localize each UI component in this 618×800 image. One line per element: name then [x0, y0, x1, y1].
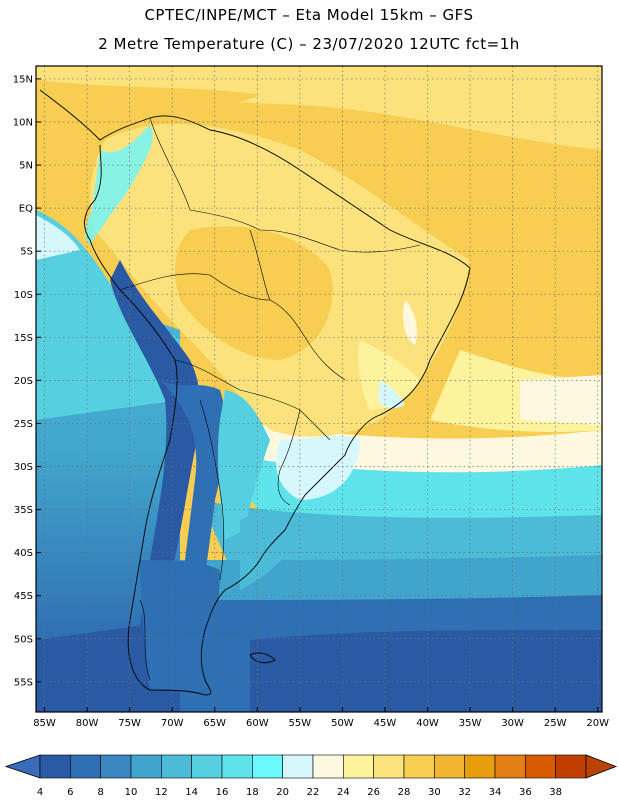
lon-label: 20W [586, 718, 609, 729]
colorbar-swatch [39, 754, 71, 779]
country-borders [119, 117, 421, 581]
map-title: CPTEC/INPE/MCT – Eta Model 15km – GFS [144, 6, 474, 24]
lon-label: 80W [76, 718, 99, 729]
colorbar-swatch [555, 754, 587, 779]
colorbar-label: 4 [37, 787, 43, 798]
colorbar-swatch [282, 754, 314, 779]
lon-label: 65W [203, 718, 226, 729]
map-subtitle: 2 Metre Temperature (C) – 23/07/2020 12U… [98, 35, 520, 53]
colorbar-label: 36 [519, 787, 532, 798]
lat-label: 55S [14, 677, 33, 688]
colorbar-over-arrow [585, 754, 618, 779]
colorbar-label: 30 [428, 787, 441, 798]
lat-lon-grid [36, 66, 602, 712]
lon-label: 85W [33, 718, 56, 729]
colorbar-swatch [100, 754, 132, 779]
colorbar-label: 24 [337, 787, 350, 798]
lat-label: 35S [14, 505, 33, 516]
lon-label: 70W [161, 718, 184, 729]
colorbar-label: 28 [398, 787, 411, 798]
colorbar-swatch [312, 754, 344, 779]
colorbar: 4 6 8 10 12 14 16 18 20 22 24 26 28 30 32 34 36 38 [4, 754, 618, 798]
latitude-labels: 15N 10N 5N EQ 5S 10S 15S 20S 25S 30S 35S 40S 45S 50S 5… [13, 74, 33, 688]
lon-label: 25W [544, 718, 567, 729]
lon-label: 35W [459, 718, 482, 729]
colorbar-swatch [191, 754, 223, 779]
lat-label: 25S [14, 419, 33, 430]
lon-label: 60W [246, 718, 269, 729]
lat-label: 5S [20, 247, 33, 258]
lat-label: 45S [14, 591, 33, 602]
lon-label: 50W [331, 718, 354, 729]
colorbar-swatch [161, 754, 192, 779]
colorbar-swatch [403, 754, 435, 779]
colorbar-label: 16 [216, 787, 229, 798]
colorbar-label: 6 [67, 787, 73, 798]
colorbar-swatch [494, 754, 526, 779]
colorbar-swatch [252, 754, 283, 779]
lon-label: 75W [118, 718, 141, 729]
colorbar-swatch [373, 754, 405, 779]
longitude-labels: 85W 80W 75W 70W 65W 60W 55W 50W 45W 40W 35W 30W 25W 2… [33, 718, 609, 729]
colorbar-label: 20 [276, 787, 289, 798]
colorbar-label: 10 [125, 787, 138, 798]
colorbar-label: 14 [185, 787, 198, 798]
lat-label: EQ [19, 204, 33, 215]
lat-label: 30S [14, 462, 33, 473]
lat-label: 5N [19, 161, 33, 172]
lat-label: 10S [14, 290, 33, 301]
lon-label: 45W [374, 718, 397, 729]
lat-label: 15N [13, 74, 33, 85]
colorbar-swatch [221, 754, 253, 779]
colorbar-label: 34 [489, 787, 502, 798]
colorbar-swatch [525, 754, 556, 779]
colorbar-label: 38 [549, 787, 562, 798]
temperature-field [36, 66, 602, 712]
map-frame [35, 65, 603, 713]
colorbar-swatch [70, 754, 101, 779]
colorbar-label: 32 [458, 787, 471, 798]
lat-label: 15S [14, 333, 33, 344]
colorbar-under-arrow [4, 754, 41, 779]
colorbar-label: 18 [246, 787, 259, 798]
colorbar-swatch [130, 754, 162, 779]
lon-label: 30W [501, 718, 524, 729]
lat-label: 20S [14, 376, 33, 387]
lon-label: 55W [289, 718, 312, 729]
lon-label: 40W [416, 718, 439, 729]
colorbar-swatch [464, 754, 496, 779]
lat-label: 10N [13, 117, 33, 128]
colorbar-swatch [343, 754, 374, 779]
lat-label: 50S [14, 634, 33, 645]
colorbar-label: 12 [155, 787, 168, 798]
colorbar-swatch [434, 754, 465, 779]
colorbar-label: 22 [307, 787, 320, 798]
lat-label: 40S [14, 548, 33, 559]
colorbar-label: 26 [367, 787, 380, 798]
colorbar-label: 8 [97, 787, 103, 798]
